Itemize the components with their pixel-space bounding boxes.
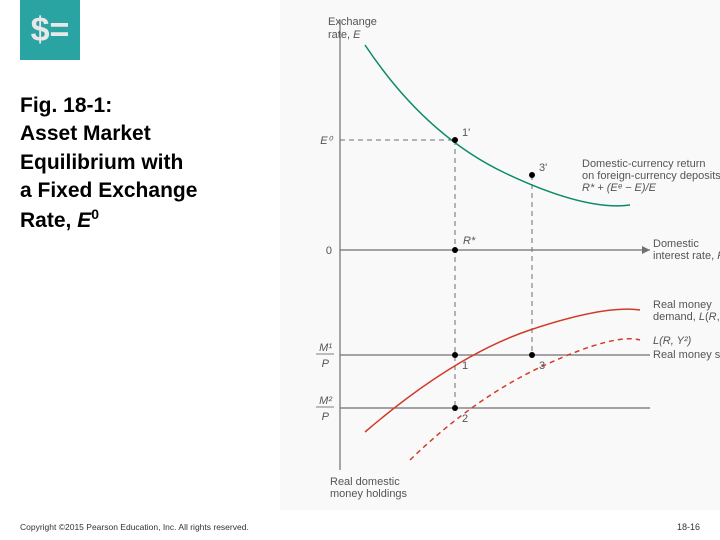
label-pt-2: 2	[462, 413, 468, 425]
label-m2p-top: M²	[319, 395, 332, 407]
label-m2p-bot: P	[322, 411, 330, 423]
label-rstar: R*	[463, 235, 476, 247]
label-right3-l2: demand, L(R, Y¹)	[653, 311, 720, 323]
label-bottom-2: money holdings	[330, 488, 408, 500]
label-m1p-bot: P	[322, 358, 330, 370]
label-zero: 0	[326, 245, 332, 257]
label-right1-l2: on foreign-currency deposits,	[582, 170, 720, 182]
title-l5b: E	[77, 209, 91, 232]
diagram: Exchange rate, E E⁰ 0 R* Domestic-curren…	[280, 0, 720, 510]
label-top-axis-2: rate, E	[328, 29, 361, 41]
label-right5: L(R, Y²)	[653, 335, 692, 347]
title-l1: Fig. 18-1:	[20, 94, 112, 117]
diagram-svg: Exchange rate, E E⁰ 0 R* Domestic-curren…	[280, 0, 720, 510]
title-l4: a Fixed Exchange	[20, 179, 197, 202]
logo-text: $=	[31, 11, 70, 50]
point-3	[529, 352, 535, 358]
label-right4: Real money supply	[653, 349, 720, 361]
label-m1p-top: M¹	[319, 342, 332, 354]
title-l3: Equilibrium with	[20, 151, 183, 174]
label-e0: E⁰	[320, 135, 333, 147]
point-3prime	[529, 172, 535, 178]
label-pt-1: 1	[462, 360, 468, 372]
title-l2: Asset Market	[20, 122, 151, 145]
point-2	[452, 405, 458, 411]
label-right2-l1: Domestic	[653, 238, 699, 250]
label-right3-l1: Real money	[653, 299, 712, 311]
label-bottom-1: Real domestic	[330, 476, 400, 488]
label-pt-1p: 1'	[462, 127, 470, 139]
label-right2-l2: interest rate, R	[653, 250, 720, 262]
copyright: Copyright ©2015 Pearson Education, Inc. …	[20, 522, 249, 532]
label-pt-3: 3	[539, 360, 545, 372]
point-rstar	[452, 247, 458, 253]
page-number: 18-16	[677, 522, 700, 532]
label-top-axis-1: Exchange	[328, 16, 377, 28]
point-1prime	[452, 137, 458, 143]
title-l5c: 0	[91, 206, 99, 222]
label-right1-l1: Domestic-currency return	[582, 158, 705, 170]
logo: $=	[20, 0, 80, 60]
title-l5a: Rate,	[20, 209, 77, 232]
label-pt-3t: 3'	[539, 162, 547, 174]
point-1	[452, 352, 458, 358]
label-right1-l3: R* + (Eᵉ − E)/E	[582, 182, 657, 194]
figure-title: Fig. 18-1: Asset Market Equilibrium with…	[20, 92, 280, 236]
